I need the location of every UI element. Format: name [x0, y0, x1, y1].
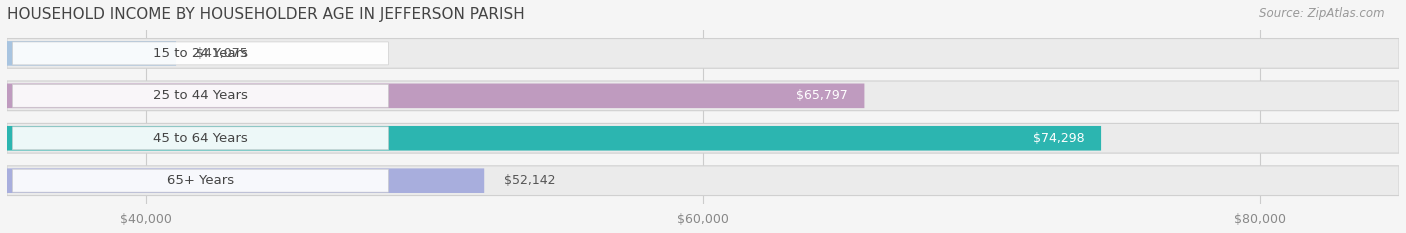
Text: 65+ Years: 65+ Years [167, 174, 233, 187]
Text: HOUSEHOLD INCOME BY HOUSEHOLDER AGE IN JEFFERSON PARISH: HOUSEHOLD INCOME BY HOUSEHOLDER AGE IN J… [7, 7, 524, 22]
FancyBboxPatch shape [13, 42, 388, 65]
Text: $52,142: $52,142 [503, 174, 555, 187]
FancyBboxPatch shape [7, 83, 865, 108]
FancyBboxPatch shape [7, 81, 1399, 111]
FancyBboxPatch shape [7, 168, 484, 193]
Text: $65,797: $65,797 [796, 89, 848, 102]
Text: $41,075: $41,075 [195, 47, 247, 60]
Text: Source: ZipAtlas.com: Source: ZipAtlas.com [1260, 7, 1385, 20]
Text: 45 to 64 Years: 45 to 64 Years [153, 132, 247, 145]
FancyBboxPatch shape [13, 169, 388, 192]
Text: 25 to 44 Years: 25 to 44 Years [153, 89, 247, 102]
FancyBboxPatch shape [7, 126, 1101, 151]
Text: $74,298: $74,298 [1033, 132, 1084, 145]
FancyBboxPatch shape [13, 84, 388, 107]
Text: 15 to 24 Years: 15 to 24 Years [153, 47, 247, 60]
FancyBboxPatch shape [7, 41, 176, 66]
FancyBboxPatch shape [7, 123, 1399, 153]
FancyBboxPatch shape [13, 127, 388, 150]
FancyBboxPatch shape [7, 166, 1399, 195]
FancyBboxPatch shape [7, 38, 1399, 68]
